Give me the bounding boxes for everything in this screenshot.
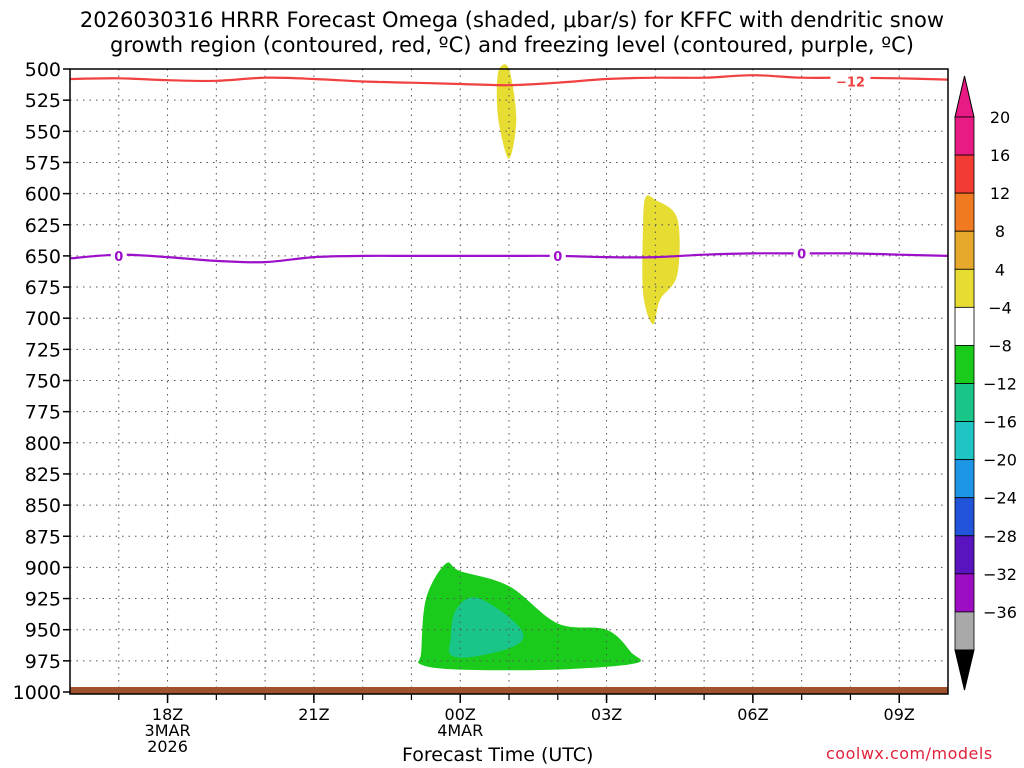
colorbar-label-1: 16 <box>990 146 1010 165</box>
y-tick-label-700: 700 <box>25 308 61 330</box>
contour-label-bg-1-0 <box>110 248 127 263</box>
contours: −12 0 0 0 <box>69 74 949 265</box>
x-tick-label-8-1: 4MAR <box>437 721 483 740</box>
colorbar-label-0: 20 <box>990 108 1010 127</box>
contour-label-bg-0-0 <box>830 74 871 89</box>
y-tick-label-975: 975 <box>25 651 61 673</box>
colorbar-swatch-2 <box>954 192 975 232</box>
shaded-regions <box>418 64 680 671</box>
colorbar-label-7: −12 <box>983 375 1017 394</box>
colorbar-swatch-10 <box>954 497 975 537</box>
shaded-region-0 <box>496 64 517 159</box>
colorbar-label-9: −20 <box>983 451 1017 470</box>
y-tick-label-775: 775 <box>25 402 61 424</box>
colorbar-swatch-1 <box>954 154 975 194</box>
y-tick-label-575: 575 <box>25 152 61 174</box>
colorbar-label-12: −32 <box>983 565 1017 584</box>
x-tick-label-2-1: 3MAR <box>145 721 191 740</box>
y-tick-label-825: 825 <box>25 464 61 486</box>
terrain-strip <box>70 687 948 694</box>
colorbar-label-5: −4 <box>988 298 1012 317</box>
colorbar-label-11: −28 <box>983 527 1017 546</box>
title-line-2: growth region (contoured, red, ºC) and f… <box>110 33 914 57</box>
contour-label-1-2: 0 <box>797 247 806 262</box>
y-tick-label-525: 525 <box>25 90 61 112</box>
colorbar-label-3: 8 <box>995 222 1005 241</box>
colorbar: 20 16 12 8 4 −4 −8 −12 −16 −20 −24 −28 −32 −36 <box>954 75 1017 691</box>
colorbar-swatch-5 <box>954 306 975 346</box>
chart-title: 2026030316 HRRR Forecast Omega (shaded, … <box>0 8 1024 58</box>
x-tick-label-11-0: 03Z <box>591 705 622 724</box>
shaded-region-1 <box>642 195 680 325</box>
colorbar-label-10: −24 <box>983 489 1017 508</box>
colorbar-swatch-9 <box>954 459 975 499</box>
y-tick-label-625: 625 <box>25 215 61 237</box>
colorbar-swatch-0 <box>954 116 975 156</box>
x-tick-label-14-0: 06Z <box>737 705 768 724</box>
contour-line-0 <box>69 74 949 87</box>
y-tick-label-725: 725 <box>25 339 61 361</box>
colorbar-label-6: −8 <box>988 336 1012 355</box>
y-tick-label-950: 950 <box>25 620 61 642</box>
y-tick-label-750: 750 <box>25 371 61 393</box>
colorbar-swatch-3 <box>954 230 975 270</box>
y-tick-label-900: 900 <box>25 557 61 579</box>
y-axis: 500 525 550 575 600 625 650 675 700 725 750 775 800 8… <box>13 59 70 704</box>
colorbar-swatch-6 <box>954 345 975 384</box>
y-tick-label-550: 550 <box>25 121 61 143</box>
colorbar-label-8: −16 <box>983 413 1017 432</box>
y-tick-label-850: 850 <box>25 495 61 517</box>
colorbar-label-2: 12 <box>990 184 1010 203</box>
contour-label-0-0: −12 <box>836 75 865 90</box>
y-tick-label-675: 675 <box>25 277 61 299</box>
y-tick-label-1000: 1000 <box>13 682 61 704</box>
x-tick-label-17-0: 09Z <box>884 705 915 724</box>
y-tick-label-925: 925 <box>25 589 61 611</box>
colorbar-swatch-13 <box>954 611 975 651</box>
contour-label-1-0: 0 <box>114 250 123 265</box>
colorbar-top-arrow <box>954 75 975 118</box>
y-tick-label-600: 600 <box>25 184 61 206</box>
colorbar-swatch-7 <box>954 383 975 422</box>
x-tick-label-8-0: 00Z <box>445 705 476 724</box>
x-tick-label-2-0: 18Z <box>152 705 183 724</box>
contour-label-bg-1-2 <box>793 246 810 261</box>
x-axis-label: Forecast Time (UTC) <box>402 744 594 766</box>
colorbar-label-4: 4 <box>995 260 1005 279</box>
colorbar-label-13: −36 <box>983 603 1017 622</box>
colorbar-bottom-arrow <box>954 649 975 691</box>
x-tick-label-5-0: 21Z <box>298 705 329 724</box>
colorbar-swatch-12 <box>954 573 975 613</box>
shaded-region-3 <box>448 597 524 658</box>
y-tick-label-500: 500 <box>25 59 61 81</box>
colorbar-swatch-11 <box>954 535 975 575</box>
watermark-text: coolwx.com/models <box>826 744 993 763</box>
colorbar-swatch-8 <box>954 421 975 461</box>
y-tick-label-800: 800 <box>25 433 61 455</box>
contour-label-1-1: 0 <box>553 250 562 265</box>
title-line-1: 2026030316 HRRR Forecast Omega (shaded, … <box>79 8 945 32</box>
x-tick-label-2-2: 2026 <box>147 737 188 756</box>
y-tick-label-650: 650 <box>25 246 61 268</box>
y-tick-label-875: 875 <box>25 526 61 548</box>
contour-label-bg-1-1 <box>549 248 566 263</box>
colorbar-swatch-4 <box>954 268 975 308</box>
terrain <box>70 687 948 694</box>
